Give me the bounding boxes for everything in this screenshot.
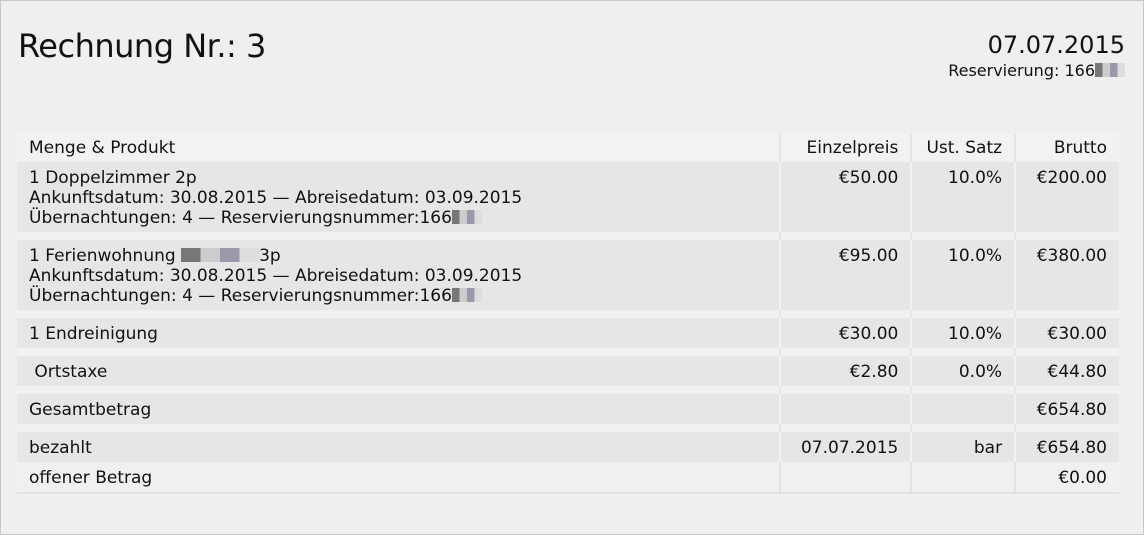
paid-value: €654.80 bbox=[1015, 432, 1119, 462]
col-unit-price: Einzelpreis bbox=[780, 134, 913, 162]
row-spacer bbox=[17, 232, 1119, 240]
item-price: €50.00 bbox=[780, 162, 913, 232]
reservation-label: Reservierung: 166 bbox=[948, 61, 1095, 80]
paid-date: 07.07.2015 bbox=[780, 432, 913, 462]
redacted-block bbox=[1095, 63, 1125, 77]
open-value: €0.00 bbox=[1015, 462, 1119, 494]
table-row: 1 Doppelzimmer 2p Ankunftsdatum: 30.08.20… bbox=[17, 162, 1119, 232]
item-dates: Ankunftsdatum: 30.08.2015 — Abreisedatum… bbox=[29, 188, 523, 208]
item-vat: 10.0% bbox=[911, 162, 1017, 232]
total-row: Gesamtbetrag €654.80 bbox=[17, 394, 1119, 424]
item-vat: 0.0% bbox=[911, 356, 1017, 386]
paid-label: bezahlt bbox=[17, 432, 782, 462]
col-product: Menge & Produkt bbox=[17, 134, 782, 162]
invoice-table: Menge & Produkt Einzelpreis Ust. Satz Br… bbox=[17, 134, 1119, 494]
paid-row: bezahlt 07.07.2015 bar €654.80 bbox=[17, 432, 1119, 462]
nights-text: Übernachtungen: 4 — Reservierungsnummer:… bbox=[29, 208, 452, 228]
item-nights: Übernachtungen: 4 — Reservierungsnummer:… bbox=[29, 286, 767, 306]
item-name: 1 Endreinigung bbox=[17, 318, 782, 348]
item-name: Ortstaxe bbox=[17, 356, 782, 386]
item-dates: Ankunftsdatum: 30.08.2015 — Abreisedatum… bbox=[29, 266, 523, 286]
item-gross: €200.00 bbox=[1015, 162, 1119, 232]
nights-text: Übernachtungen: 4 — Reservierungsnummer:… bbox=[29, 286, 452, 306]
item-name: 1 Doppelzimmer 2p bbox=[29, 168, 197, 188]
name-prefix: 1 Ferienwohnung bbox=[29, 246, 182, 266]
table-header: Menge & Produkt Einzelpreis Ust. Satz Br… bbox=[17, 134, 1119, 162]
invoice-title: Rechnung Nr.: 3 bbox=[18, 27, 266, 65]
reservation-number: Reservierung: 166 bbox=[948, 61, 1125, 80]
item-gross: €380.00 bbox=[1015, 240, 1119, 310]
table-row: 1 Endreinigung €30.00 10.0% €30.00 bbox=[17, 318, 1119, 348]
item-vat: 10.0% bbox=[911, 318, 1017, 348]
item-price: €95.00 bbox=[780, 240, 913, 310]
row-spacer bbox=[17, 424, 1119, 432]
open-row: offener Betrag €0.00 bbox=[17, 462, 1119, 494]
item-gross: €30.00 bbox=[1015, 318, 1119, 348]
item-vat: 10.0% bbox=[911, 240, 1017, 310]
invoice-date: 07.07.2015 bbox=[987, 31, 1125, 59]
item-name: 1 Ferienwohnung 3p bbox=[29, 246, 767, 266]
name-suffix: 3p bbox=[259, 246, 281, 266]
item-gross: €44.80 bbox=[1015, 356, 1119, 386]
item-price: €2.80 bbox=[780, 356, 913, 386]
item-nights: Übernachtungen: 4 — Reservierungsnummer:… bbox=[29, 208, 767, 228]
table-row: Ortstaxe €2.80 0.0% €44.80 bbox=[17, 356, 1119, 386]
redacted-block bbox=[181, 248, 260, 262]
item-price: €30.00 bbox=[780, 318, 913, 348]
row-spacer bbox=[17, 348, 1119, 356]
open-label: offener Betrag bbox=[17, 462, 782, 494]
total-label: Gesamtbetrag bbox=[17, 394, 782, 424]
total-value: €654.80 bbox=[1015, 394, 1119, 424]
col-vat: Ust. Satz bbox=[911, 134, 1017, 162]
paid-method: bar bbox=[911, 432, 1017, 462]
col-gross: Brutto bbox=[1015, 134, 1119, 162]
row-spacer bbox=[17, 386, 1119, 394]
row-spacer bbox=[17, 310, 1119, 318]
redacted-block bbox=[451, 210, 482, 224]
redacted-block bbox=[451, 288, 482, 302]
table-row: 1 Ferienwohnung 3p Ankunftsdatum: 30.08.2… bbox=[17, 240, 1119, 310]
